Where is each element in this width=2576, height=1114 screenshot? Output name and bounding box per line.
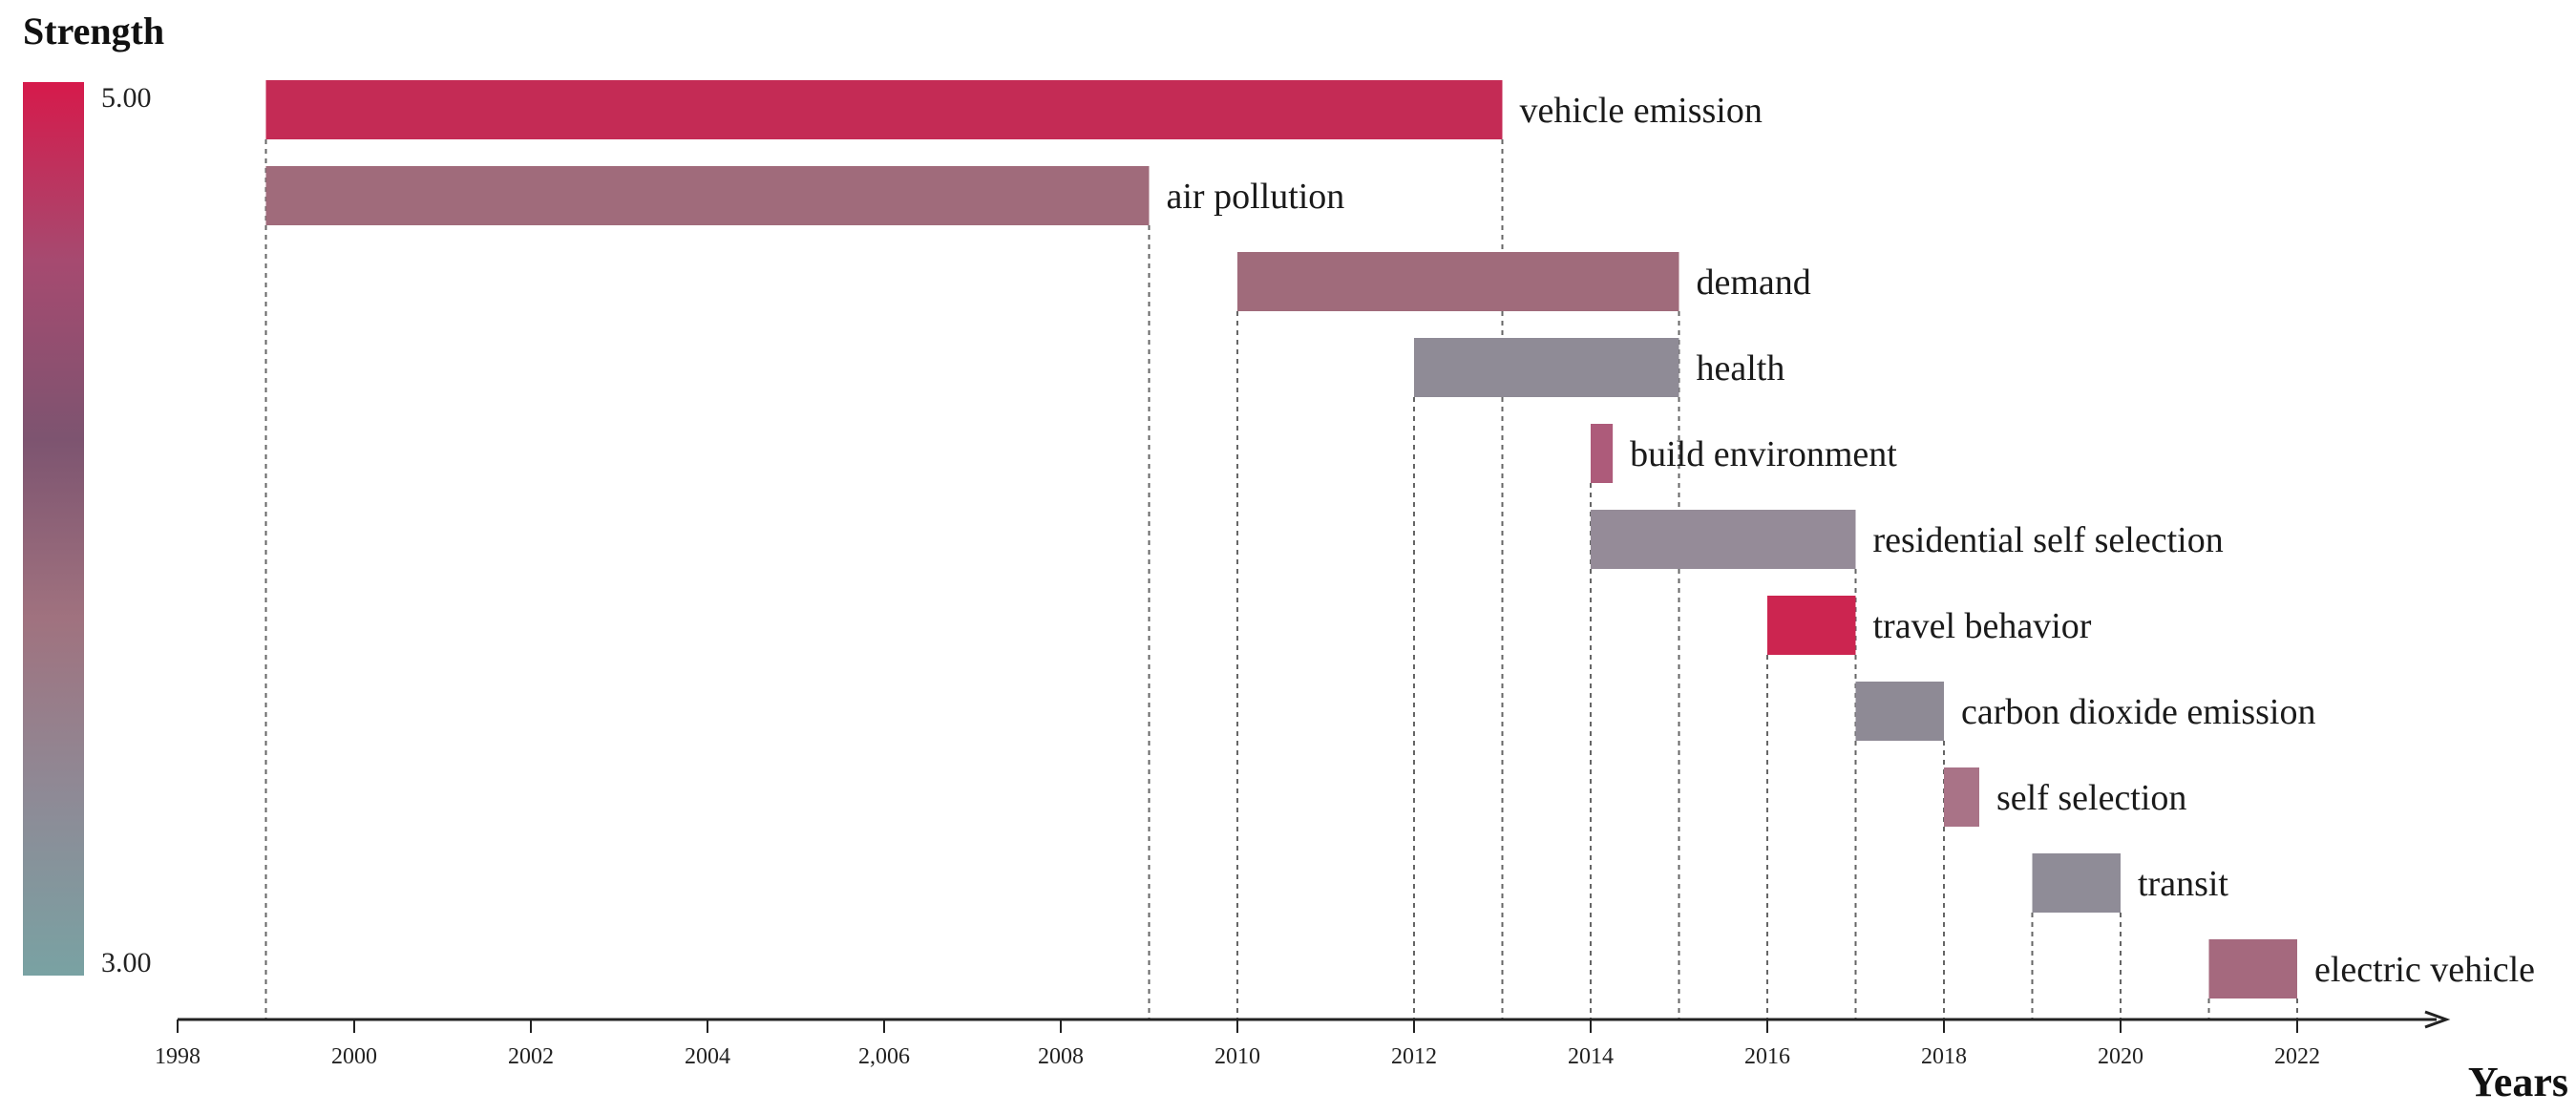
bar-label: carbon dioxide emission (1961, 692, 2315, 732)
bars: vehicle emission air pollution demand healt… (265, 80, 2535, 998)
bar-label: electric vehicle (2314, 950, 2535, 990)
bar-label: demand (1697, 263, 1811, 303)
x-tick-label: 2020 (2098, 1044, 2143, 1069)
x-tick-label: 2010 (1214, 1044, 1260, 1069)
bar-demand (1237, 252, 1679, 311)
bar-label: self selection (1996, 778, 2186, 818)
x-axis-arrow-icon (2424, 1010, 2451, 1029)
bar-self-selection (1944, 767, 1979, 827)
x-axis-title: Years (2468, 1059, 2568, 1105)
x-tick-label: 2000 (331, 1044, 377, 1069)
x-tick-label: 2018 (1921, 1044, 1967, 1069)
bar-electric-vehicle (2208, 939, 2297, 998)
x-tick-label: 2,006 (858, 1044, 910, 1069)
strength-legend: Strength 5.00 3.00 (23, 10, 164, 978)
x-tick-label: 2004 (685, 1044, 730, 1069)
legend-min-label: 3.00 (101, 947, 152, 978)
bar-carbon-dioxide-emission (1855, 682, 1944, 741)
x-tick-label: 2014 (1568, 1044, 1614, 1069)
x-tick-label: 2022 (2274, 1044, 2320, 1069)
bar-travel-behavior (1767, 596, 1856, 655)
bar-label: residential self selection (1873, 520, 2224, 560)
bar-label: travel behavior (1873, 606, 2092, 646)
x-tick-label: 1998 (155, 1044, 201, 1069)
x-tick-label: 2002 (508, 1044, 554, 1069)
bar-label: build environment (1630, 434, 1897, 474)
bar-label: air pollution (1167, 177, 1345, 217)
bar-label: vehicle emission (1520, 91, 1763, 131)
bar-build-environment (1591, 424, 1614, 483)
bar-health (1414, 338, 1679, 397)
x-tick-label: 2008 (1038, 1044, 1084, 1069)
bar-label: health (1697, 348, 1785, 389)
x-tick-label: 2016 (1744, 1044, 1790, 1069)
legend-color-scale (23, 82, 84, 976)
legend-title: Strength (23, 10, 164, 53)
bar-transit (2032, 853, 2121, 913)
bar-residential-self-selection (1591, 510, 1856, 569)
bar-label: transit (2138, 864, 2228, 904)
x-tick-label: 2012 (1391, 1044, 1437, 1069)
legend-max-label: 5.00 (101, 82, 152, 114)
bar-air-pollution (265, 166, 1150, 225)
x-axis: Years 1998 2000 2002 2004 2,006 2008 2010 2012 2… (155, 1010, 2568, 1105)
bar-vehicle-emission (265, 80, 1503, 139)
